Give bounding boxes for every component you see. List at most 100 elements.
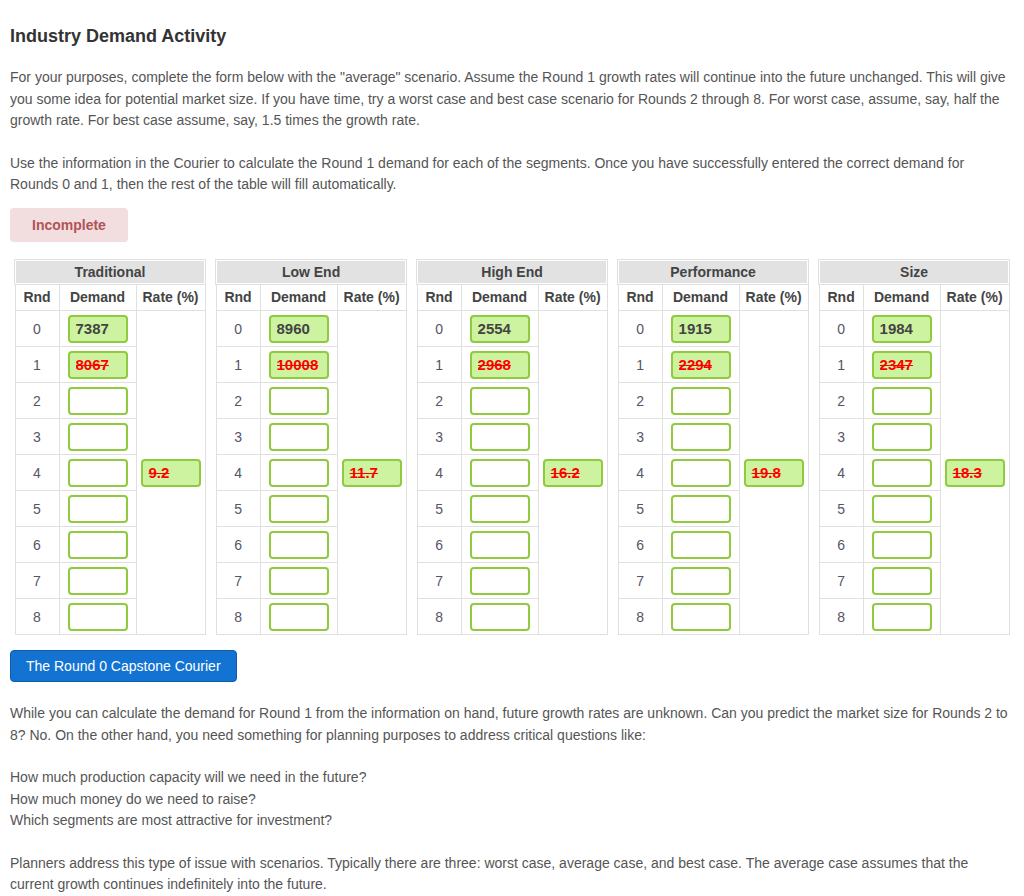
demand-cell xyxy=(461,347,538,383)
demand-input-high-end-r5[interactable] xyxy=(470,495,530,523)
demand-input-traditional-r8[interactable] xyxy=(68,603,128,631)
round-number: 0 xyxy=(216,311,260,347)
round-number: 4 xyxy=(819,455,863,491)
demand-input-traditional-r6[interactable] xyxy=(68,531,128,559)
demand-input-performance-r2[interactable] xyxy=(671,387,731,415)
demand-cell xyxy=(59,455,136,491)
demand-cell xyxy=(461,599,538,635)
demand-input-low-end-r4[interactable] xyxy=(269,459,329,487)
demand-input-size-r4[interactable] xyxy=(872,459,932,487)
demand-input-high-end-r4[interactable] xyxy=(470,459,530,487)
demand-cell xyxy=(260,383,337,419)
demand-input-low-end-r8[interactable] xyxy=(269,603,329,631)
intro-paragraph-1: For your purposes, complete the form bel… xyxy=(10,67,1010,132)
demand-input-low-end-r1[interactable] xyxy=(269,351,329,379)
demand-input-traditional-r4[interactable] xyxy=(68,459,128,487)
demand-cell xyxy=(260,599,337,635)
round-number: 4 xyxy=(216,455,260,491)
demand-input-low-end-r3[interactable] xyxy=(269,423,329,451)
demand-input-high-end-r1[interactable] xyxy=(470,351,530,379)
demand-input-size-r3[interactable] xyxy=(872,423,932,451)
demand-input-low-end-r0[interactable] xyxy=(269,315,329,343)
rate-cell: 16.2 xyxy=(538,311,607,635)
demand-input-size-r1[interactable] xyxy=(872,351,932,379)
demand-input-size-r6[interactable] xyxy=(872,531,932,559)
demand-input-low-end-r6[interactable] xyxy=(269,531,329,559)
demand-input-low-end-r7[interactable] xyxy=(269,567,329,595)
rate-value-high-end: 16.2 xyxy=(543,459,603,487)
round-number: 1 xyxy=(618,347,662,383)
table-row: 09.2 xyxy=(15,311,205,347)
demand-input-traditional-r3[interactable] xyxy=(68,423,128,451)
demand-input-traditional-r0[interactable] xyxy=(68,315,128,343)
demand-cell xyxy=(260,347,337,383)
courier-button[interactable]: The Round 0 Capstone Courier xyxy=(10,650,237,682)
round-number: 4 xyxy=(417,455,461,491)
demand-input-performance-r0[interactable] xyxy=(671,315,731,343)
demand-cell xyxy=(863,455,940,491)
round-number: 5 xyxy=(216,491,260,527)
col-header-demand: Demand xyxy=(461,284,538,311)
demand-input-traditional-r5[interactable] xyxy=(68,495,128,523)
demand-input-traditional-r7[interactable] xyxy=(68,567,128,595)
round-number: 7 xyxy=(618,563,662,599)
demand-cell xyxy=(461,563,538,599)
round-number: 8 xyxy=(417,599,461,635)
demand-input-size-r0[interactable] xyxy=(872,315,932,343)
round-number: 3 xyxy=(417,419,461,455)
demand-input-traditional-r1[interactable] xyxy=(68,351,128,379)
demand-input-high-end-r3[interactable] xyxy=(470,423,530,451)
demand-input-performance-r3[interactable] xyxy=(671,423,731,451)
round-number: 0 xyxy=(15,311,59,347)
demand-input-size-r7[interactable] xyxy=(872,567,932,595)
demand-cell xyxy=(260,419,337,455)
demand-input-performance-r6[interactable] xyxy=(671,531,731,559)
demand-input-size-r5[interactable] xyxy=(872,495,932,523)
demand-cell xyxy=(461,491,538,527)
demand-input-low-end-r2[interactable] xyxy=(269,387,329,415)
table-row: 018.3 xyxy=(819,311,1009,347)
demand-input-high-end-r0[interactable] xyxy=(470,315,530,343)
round-number: 5 xyxy=(618,491,662,527)
round-number: 1 xyxy=(417,347,461,383)
demand-cell xyxy=(59,347,136,383)
demand-input-low-end-r5[interactable] xyxy=(269,495,329,523)
col-header-demand: Demand xyxy=(863,284,940,311)
demand-input-performance-r4[interactable] xyxy=(671,459,731,487)
round-number: 1 xyxy=(216,347,260,383)
rate-cell: 11.7 xyxy=(337,311,406,635)
demand-tables-row: TraditionalRndDemandRate (%)09.212345678… xyxy=(14,259,1010,636)
demand-cell xyxy=(863,383,940,419)
col-header-rnd: Rnd xyxy=(216,284,260,311)
demand-cell xyxy=(863,527,940,563)
table-row: 016.2 xyxy=(417,311,607,347)
demand-table-low-end: Low EndRndDemandRate (%)011.712345678 xyxy=(215,259,407,636)
demand-table-high-end: High EndRndDemandRate (%)016.212345678 xyxy=(416,259,608,636)
demand-input-performance-r8[interactable] xyxy=(671,603,731,631)
demand-cell xyxy=(461,383,538,419)
demand-input-high-end-r7[interactable] xyxy=(470,567,530,595)
round-number: 4 xyxy=(618,455,662,491)
round-number: 7 xyxy=(417,563,461,599)
outro-paragraph-2: Planners address this type of issue with… xyxy=(10,853,1010,896)
col-header-rate: Rate (%) xyxy=(739,284,808,311)
demand-input-size-r2[interactable] xyxy=(872,387,932,415)
round-number: 1 xyxy=(15,347,59,383)
round-number: 2 xyxy=(618,383,662,419)
demand-input-performance-r5[interactable] xyxy=(671,495,731,523)
demand-cell xyxy=(662,347,739,383)
demand-cell xyxy=(260,455,337,491)
demand-input-performance-r1[interactable] xyxy=(671,351,731,379)
demand-input-performance-r7[interactable] xyxy=(671,567,731,595)
demand-input-size-r8[interactable] xyxy=(872,603,932,631)
col-header-rate: Rate (%) xyxy=(538,284,607,311)
demand-cell xyxy=(59,491,136,527)
demand-input-high-end-r8[interactable] xyxy=(470,603,530,631)
demand-input-high-end-r2[interactable] xyxy=(470,387,530,415)
demand-cell xyxy=(260,563,337,599)
demand-input-traditional-r2[interactable] xyxy=(68,387,128,415)
demand-input-high-end-r6[interactable] xyxy=(470,531,530,559)
demand-cell xyxy=(863,599,940,635)
segment-title-size: Size xyxy=(819,260,1009,284)
outro-paragraph-1: While you can calculate the demand for R… xyxy=(10,703,1010,746)
